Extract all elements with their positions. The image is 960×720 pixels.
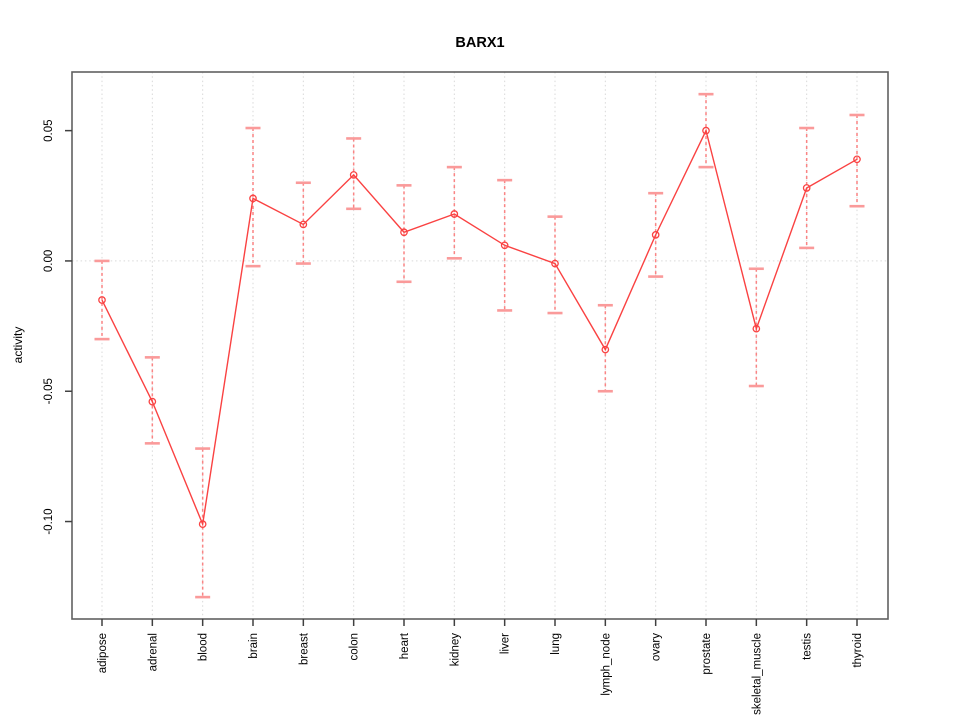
y-tick-labels: 0.05 0.00 -0.05 -0.10 xyxy=(43,119,55,534)
y-tick-label: -0.05 xyxy=(43,378,55,404)
data-point xyxy=(500,241,509,250)
data-point xyxy=(551,259,559,268)
x-tick-label: prostate xyxy=(701,633,713,675)
series-polyline xyxy=(101,128,858,527)
error-bars xyxy=(94,92,865,599)
data-point xyxy=(450,210,459,218)
data-point xyxy=(148,397,157,406)
chart-title: BARX1 xyxy=(455,35,504,51)
data-point xyxy=(651,231,660,239)
gridlines xyxy=(72,72,888,619)
x-tick-label: lung xyxy=(550,633,562,655)
data-points xyxy=(98,126,861,528)
data-point xyxy=(752,324,761,333)
y-tick-label: 0.05 xyxy=(43,119,55,141)
data-point xyxy=(702,126,710,135)
y-axis-label: activity xyxy=(11,327,25,364)
data-point xyxy=(853,155,861,164)
x-tick-label: testis xyxy=(802,633,814,660)
x-tick-label: adipose xyxy=(97,633,109,673)
x-tick-label: kidney xyxy=(449,633,461,666)
data-point xyxy=(601,345,610,354)
x-tick-label: brain xyxy=(248,633,260,659)
data-point xyxy=(198,520,207,528)
data-point xyxy=(249,194,257,203)
x-tick-labels: adipose adrenal blood brain breast colon heart… xyxy=(97,632,864,715)
data-point xyxy=(299,220,308,229)
axis-ticks xyxy=(65,129,858,626)
x-tick-label: ovary xyxy=(651,633,663,661)
x-tick-label: skeletal_muscle xyxy=(751,633,763,715)
x-tick-label: blood xyxy=(198,633,210,661)
x-tick-label: lymph_node xyxy=(600,633,612,696)
x-tick-label: thyroid xyxy=(852,633,864,668)
x-tick-label: heart xyxy=(399,632,411,659)
data-point xyxy=(349,171,358,179)
x-tick-label: breast xyxy=(298,632,310,665)
data-point xyxy=(400,228,408,237)
y-tick-label: 0.00 xyxy=(43,250,55,272)
x-tick-label: adrenal xyxy=(147,633,159,671)
series-line xyxy=(101,128,858,527)
x-tick-label: colon xyxy=(349,633,361,661)
y-tick-label: -0.10 xyxy=(43,508,55,534)
data-point xyxy=(98,296,106,304)
plot-border xyxy=(71,71,889,620)
x-tick-label: liver xyxy=(500,633,512,654)
data-point xyxy=(802,184,811,192)
